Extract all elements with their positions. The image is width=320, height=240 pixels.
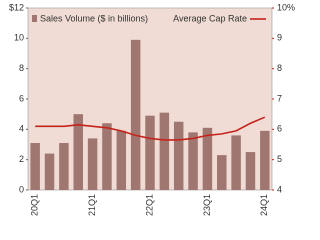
bar — [87, 138, 98, 190]
bar — [30, 142, 40, 190]
y-tick-label: 0 — [19, 184, 24, 194]
y2-tick-label: 8 — [277, 63, 282, 73]
legend-swatch — [32, 15, 37, 22]
y-tick-label: 2 — [19, 154, 24, 164]
y2-tick-label: 6 — [277, 124, 282, 134]
x-tick-label: '22Q1 — [144, 194, 154, 216]
x-tick-label: '23Q1 — [202, 194, 212, 216]
y-tick-label: 4 — [19, 124, 24, 134]
y-tick-label: 6 — [19, 93, 24, 103]
x-tick-label: '21Q1 — [87, 194, 97, 216]
bar — [260, 130, 270, 190]
bar — [159, 112, 170, 190]
y2-tick-label: 10% — [277, 2, 295, 12]
y-tick-label: $12 — [9, 2, 24, 12]
bar — [231, 135, 241, 190]
chart: 0 2 4 6 8 10 $12 4 5 6 7 8 9 10% '20Q1 '21Q1 '22Q1 '23Q1 '… — [9, 2, 295, 216]
bar — [173, 121, 184, 190]
y2-tick-label: 4 — [277, 184, 282, 194]
y2-tick-label: 9 — [277, 33, 282, 43]
bar — [102, 123, 112, 190]
legend-label: Sales Volume ($ in billions) — [40, 13, 148, 23]
bar — [217, 155, 227, 190]
bar — [116, 130, 127, 190]
bar — [245, 152, 256, 190]
bar — [59, 142, 69, 190]
bar — [145, 115, 155, 190]
legend-label: Average Cap Rate — [173, 13, 247, 23]
bar — [188, 132, 198, 190]
bar — [44, 153, 55, 190]
bar — [202, 127, 213, 190]
bar — [73, 114, 83, 190]
x-tick-label: '20Q1 — [30, 194, 40, 216]
bar — [130, 39, 141, 190]
x-tick-label: '24Q1 — [259, 194, 269, 216]
y2-tick-label: 5 — [277, 154, 282, 164]
y-tick-label: 8 — [19, 63, 24, 73]
line — [35, 116, 266, 141]
y-tick-label: 10 — [14, 33, 24, 43]
y2-tick-label: 7 — [277, 93, 282, 103]
